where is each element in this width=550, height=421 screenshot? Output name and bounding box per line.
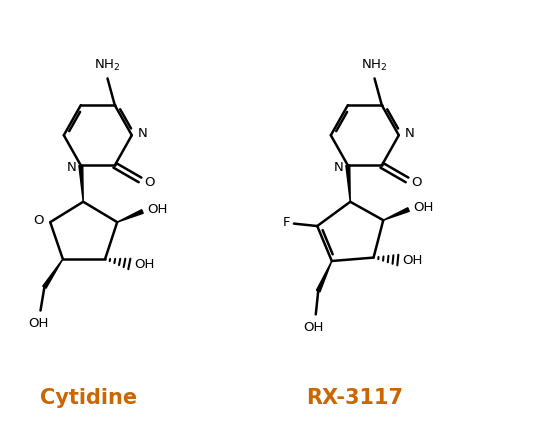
Text: RX-3117: RX-3117 [306, 389, 404, 408]
Text: O: O [144, 176, 155, 189]
Polygon shape [346, 165, 350, 202]
Text: OH: OH [28, 317, 48, 330]
Text: N: N [67, 161, 77, 174]
Text: Cytidine: Cytidine [40, 389, 136, 408]
Text: N: N [334, 161, 344, 174]
Text: N: N [138, 127, 147, 140]
Text: OH: OH [414, 201, 434, 214]
Polygon shape [43, 259, 63, 288]
Text: NH$_2$: NH$_2$ [361, 58, 388, 72]
Text: O: O [411, 176, 421, 189]
Text: OH: OH [134, 258, 155, 272]
Polygon shape [316, 261, 332, 292]
Text: F: F [283, 216, 290, 229]
Polygon shape [79, 165, 83, 202]
Text: NH$_2$: NH$_2$ [94, 58, 120, 72]
Text: OH: OH [147, 203, 168, 216]
Polygon shape [117, 210, 143, 222]
Text: O: O [33, 214, 43, 227]
Text: OH: OH [403, 254, 423, 267]
Text: N: N [405, 127, 414, 140]
Text: OH: OH [303, 321, 323, 334]
Polygon shape [383, 208, 409, 220]
